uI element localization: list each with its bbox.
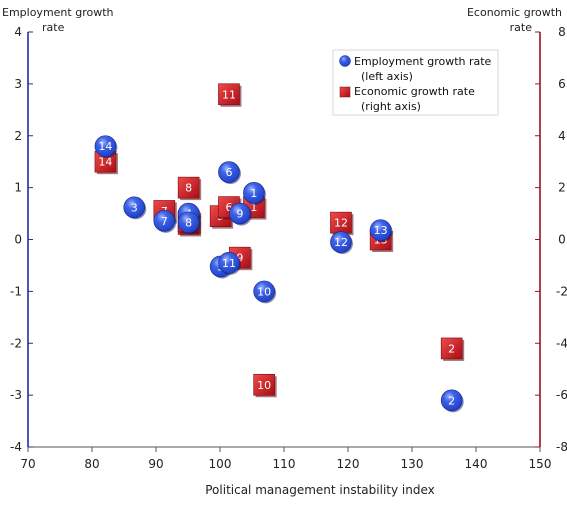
employment-point-label: 10 [257,285,271,298]
y-left-tick-label: 2 [14,129,22,143]
x-tick-label: 100 [209,457,232,471]
employment-point-label: 9 [236,208,243,221]
y-right-tick-label: 6 [558,77,566,91]
y-left-tick-label: -3 [10,388,22,402]
y-right-tick-label: 4 [558,129,566,143]
employment-growth-point [153,210,176,232]
x-tick-label: 80 [84,457,99,471]
legend-economic-label: Economic growth rate [354,85,475,98]
data-points: 12345678910111213141234567891011121314 [94,83,465,413]
legend-employment-label: Employment growth rate [354,55,492,68]
y-right-tick-label: -6 [556,388,567,402]
y-right-axis-title-line-1: Economic growth [467,6,562,19]
x-tick-label: 140 [465,457,488,471]
y-right-tick-label: -2 [556,284,567,298]
employment-point-label: 3 [131,201,138,214]
y-left-axis-title-line-1: Employment growth [2,6,114,19]
x-tick-label: 70 [20,457,35,471]
tick-labels: 70 80 90 100 110 120 130 140 15043210-1-2-3-4864… [10,25,567,471]
employment-growth-point [123,196,146,219]
economic-growth-point [177,176,200,199]
legend-box [332,49,499,116]
legend-employment-marker [339,55,351,67]
economic-point-label: 2 [448,342,455,355]
axis-titles: Employment growth rate Economic growth r… [2,6,562,497]
economic-point-label: 10 [257,379,271,392]
employment-growth-point [440,389,463,412]
y-left-tick-label: -1 [10,284,22,298]
y-left-tick-label: 0 [14,233,22,247]
legend-economic-axis-note: (right axis) [361,100,421,113]
x-tick-label: 120 [337,457,360,471]
x-tick-label: 130 [401,457,424,471]
economic-point-label: 14 [98,156,112,169]
axes [27,31,541,452]
economic-point-label: 6 [225,201,232,214]
legend-economic-marker [339,86,351,98]
employment-point-label: 7 [161,215,168,228]
legend: Employment growth rate (left axis) Economi… [332,49,499,116]
y-left-tick-label: 1 [14,181,22,195]
economic-growth-point [440,337,463,360]
economic-point-label: 8 [185,182,192,195]
employment-point-label: 6 [225,166,232,179]
employment-point-label: 14 [98,140,112,153]
employment-growth-point [218,161,240,183]
y-left-tick-label: 4 [14,25,22,39]
economic-point-label: 11 [222,88,236,101]
employment-point-label: 13 [374,224,388,237]
y-left-tick-label: 3 [14,77,22,91]
economic-growth-point [218,83,240,106]
y-left-tick-label: -4 [10,440,22,454]
y-right-tick-label: -8 [556,440,567,454]
employment-growth-point [177,211,200,234]
employment-point-label: 11 [222,257,236,270]
y-left-tick-label: -2 [10,336,22,350]
employment-point-label: 2 [448,394,455,407]
employment-growth-point [369,219,392,241]
y-right-axis-title-line-2: rate [510,21,533,34]
y-right-tick-label: 2 [558,181,566,195]
x-tick-label: 90 [148,457,163,471]
employment-growth-point [229,202,251,225]
y-right-tick-label: -4 [556,336,567,350]
economic-growth-point [253,373,275,396]
employment-growth-point [253,280,275,303]
legend-employment-axis-note: (left axis) [361,70,413,83]
employment-growth-point [94,135,117,157]
y-right-tick-label: 0 [558,233,566,247]
employment-point-label: 12 [334,236,348,249]
employment-growth-point [330,231,352,253]
y-right-tick-label: 8 [558,25,566,39]
economic-point-label: 9 [236,252,243,265]
x-axis-title: Political management instability index [205,483,434,497]
y-left-axis-title-line-2: rate [42,21,65,34]
x-tick-label: 110 [273,457,296,471]
employment-growth-point [243,182,265,204]
employment-point-label: 8 [185,216,192,229]
employment-point-label: 1 [250,187,257,200]
employment-growth-point [218,252,240,274]
economic-point-label: 1 [250,201,257,214]
economic-point-label: 12 [334,217,348,230]
x-tick-label: 150 [529,457,552,471]
